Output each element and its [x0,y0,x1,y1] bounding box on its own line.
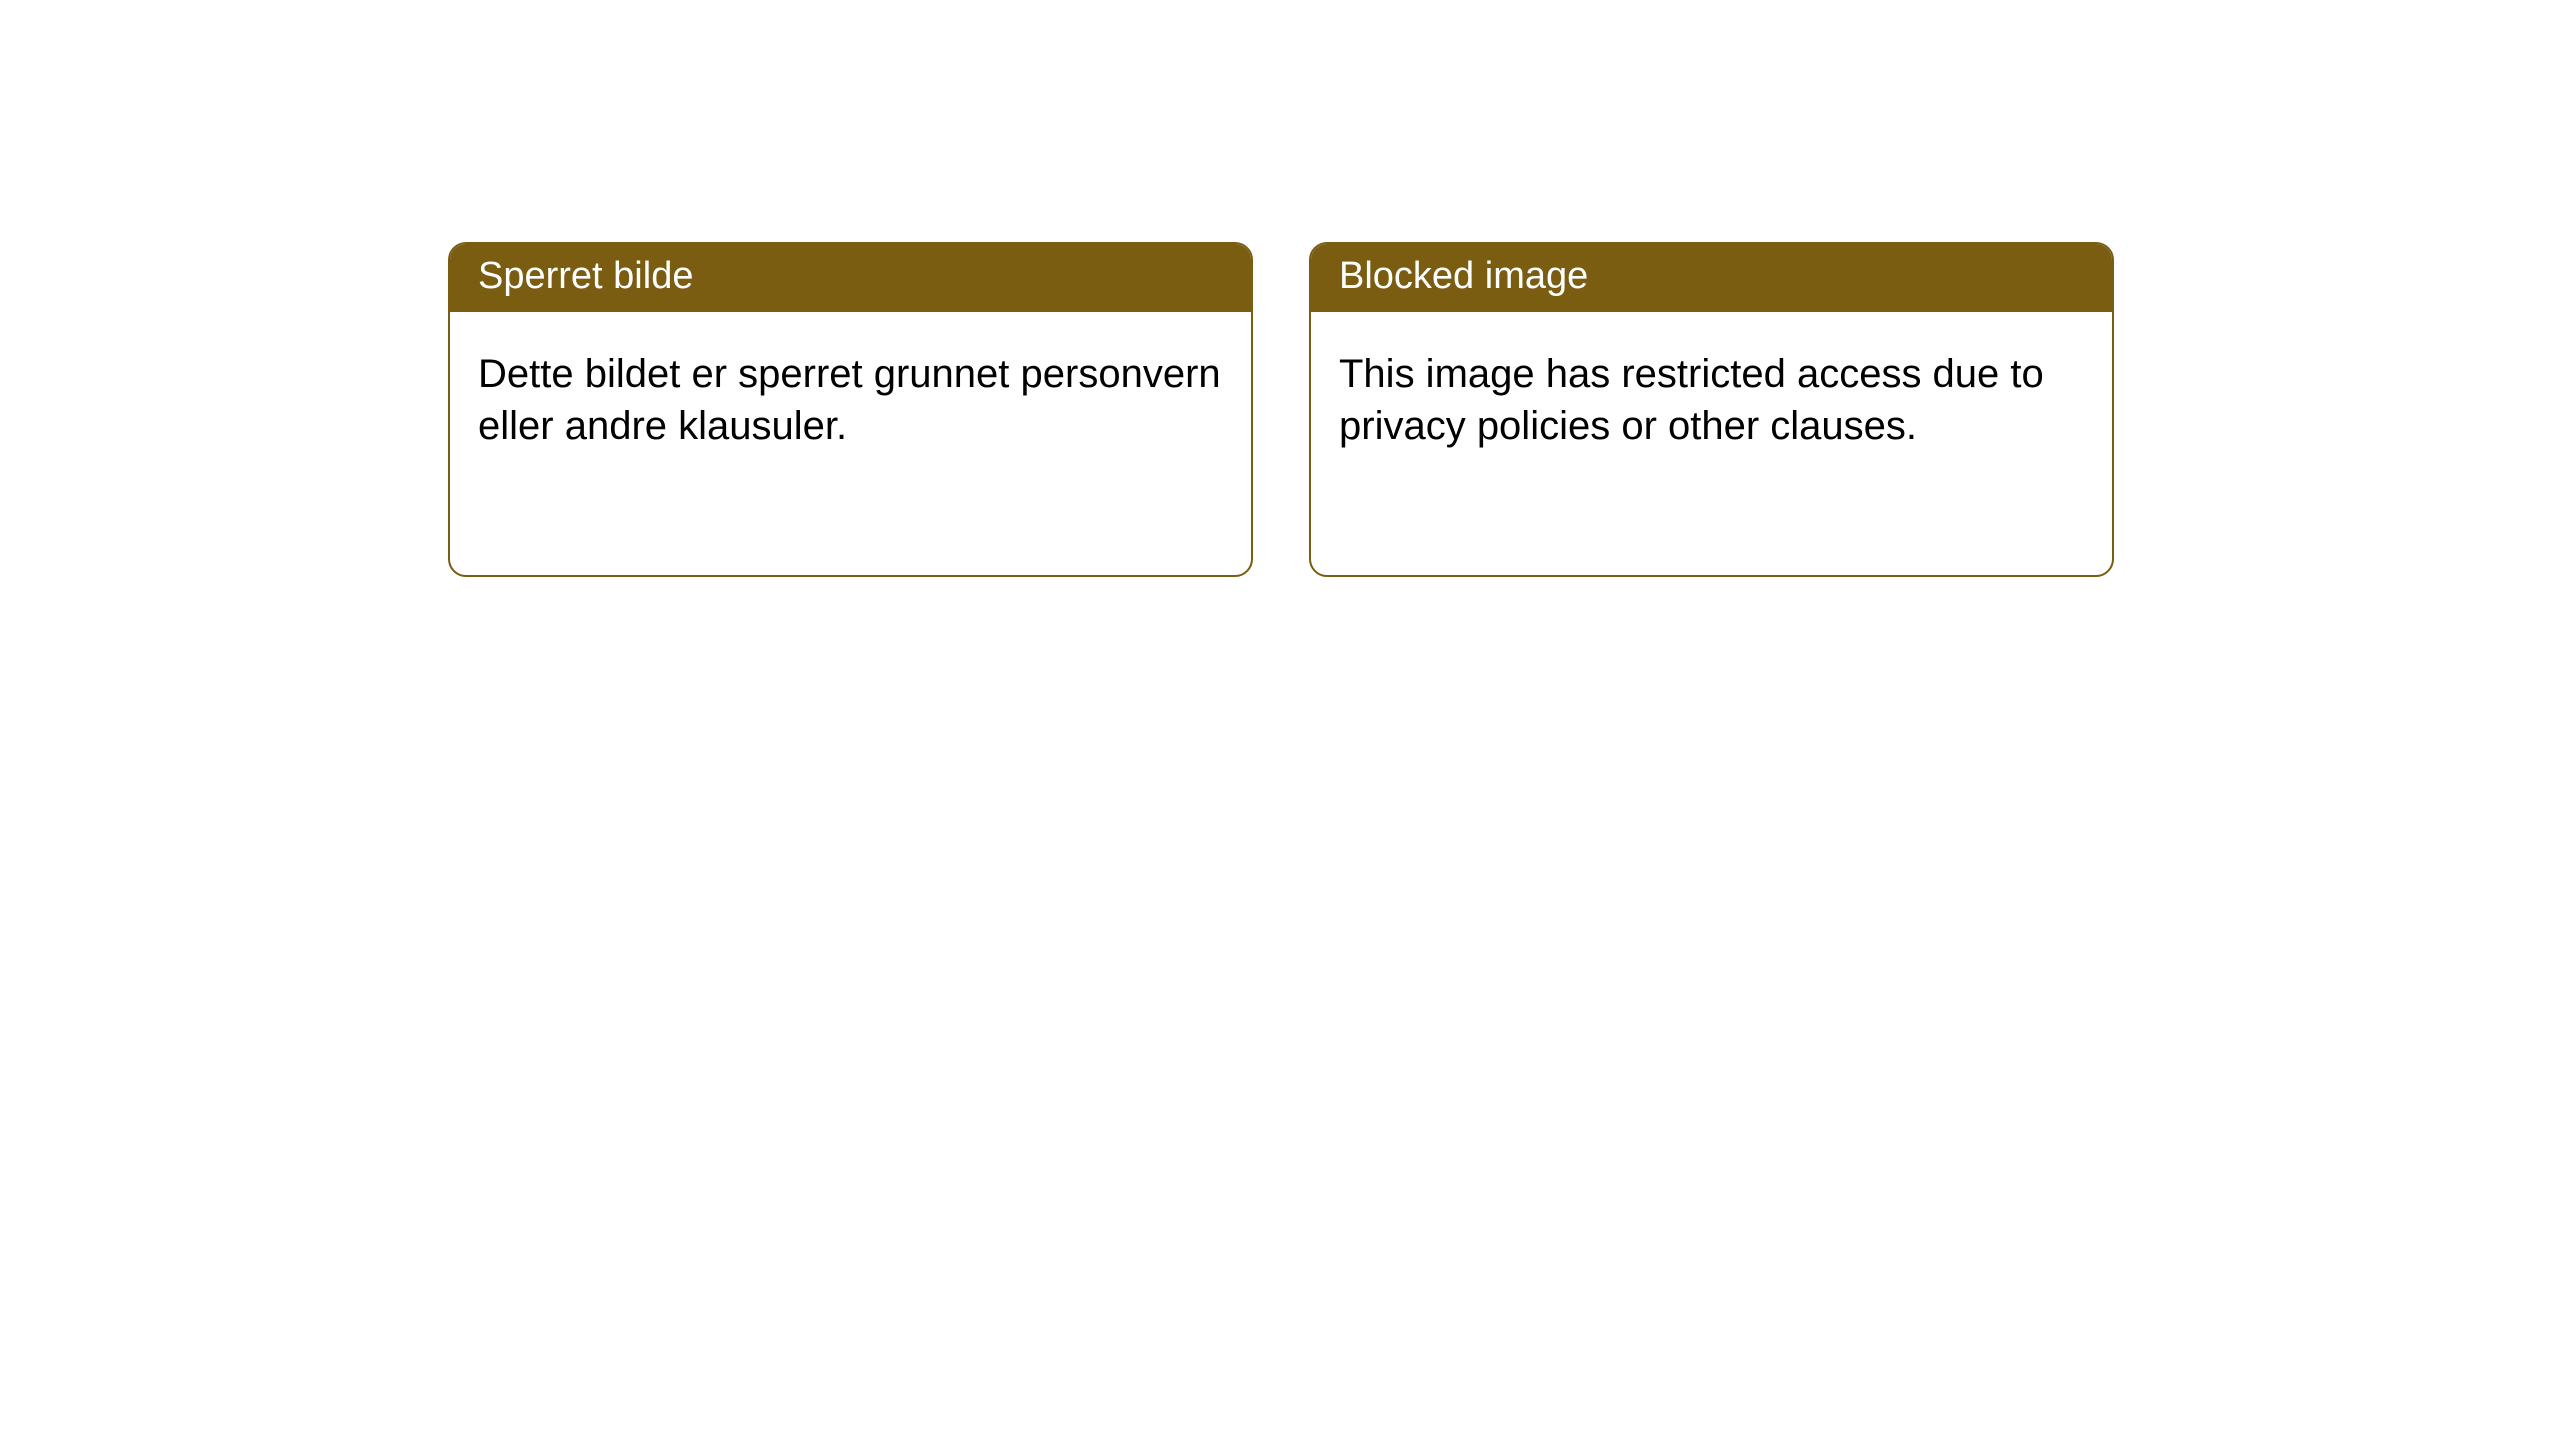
card-body: This image has restricted access due to … [1311,312,2112,488]
notice-card-english: Blocked image This image has restricted … [1309,242,2114,577]
notice-container: Sperret bilde Dette bildet er sperret gr… [0,0,2560,577]
card-header: Sperret bilde [450,244,1251,312]
card-title: Blocked image [1339,255,1588,297]
card-header: Blocked image [1311,244,2112,312]
card-body: Dette bildet er sperret grunnet personve… [450,312,1251,488]
notice-card-norwegian: Sperret bilde Dette bildet er sperret gr… [448,242,1253,577]
card-title: Sperret bilde [478,255,693,297]
card-body-text: Dette bildet er sperret grunnet personve… [478,352,1221,448]
card-body-text: This image has restricted access due to … [1339,352,2044,448]
